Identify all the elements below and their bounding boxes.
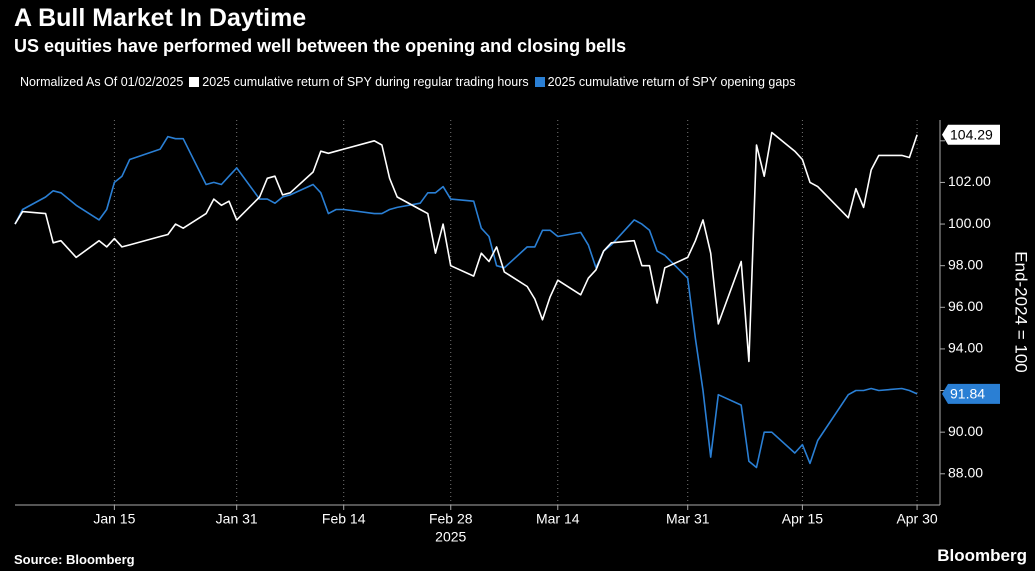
x-tick-label: Jan 31 bbox=[216, 511, 258, 527]
y-tick-label: 100.00 bbox=[948, 215, 991, 231]
series-line bbox=[14, 131, 918, 363]
x-tick-label: Mar 14 bbox=[536, 511, 580, 527]
x-tick-label: Jan 15 bbox=[93, 511, 135, 527]
end-label: 91.84 bbox=[942, 383, 1000, 404]
legend-label: 2025 cumulative return of SPY opening ga… bbox=[547, 75, 796, 89]
legend-entry: 2025 cumulative return of SPY opening ga… bbox=[534, 75, 796, 89]
y-tick-label: 98.00 bbox=[948, 256, 983, 272]
chart-title: A Bull Market In Daytime bbox=[14, 4, 307, 32]
legend-entry: 2025 cumulative return of SPY during reg… bbox=[189, 75, 529, 89]
y-axis-label: End-2024 = 100 bbox=[1012, 251, 1031, 372]
y-tick-label: 90.00 bbox=[948, 423, 983, 439]
source: Source: Bloomberg bbox=[14, 552, 135, 567]
legend-label: 2025 cumulative return of SPY during reg… bbox=[202, 75, 529, 89]
note: Normalized As Of 01/02/2025 bbox=[20, 75, 184, 89]
x-axis-label: 2025 bbox=[435, 529, 466, 545]
end-label: 104.29 bbox=[942, 124, 1000, 145]
end-label-box bbox=[942, 124, 1000, 145]
legend: Normalized As Of 01/02/2025 2025 cumulat… bbox=[20, 75, 796, 89]
x-tick-label: Mar 31 bbox=[666, 511, 710, 527]
brand: Bloomberg bbox=[937, 546, 1027, 565]
series-line bbox=[14, 135, 918, 469]
chart-subtitle: US equities have performed well between … bbox=[14, 36, 627, 56]
x-tick-label: Apr 15 bbox=[782, 511, 823, 527]
legend-swatch bbox=[534, 77, 545, 87]
y-tick-label: 94.00 bbox=[948, 340, 983, 356]
x-tick-label: Feb 28 bbox=[429, 511, 473, 527]
y-tick-label: 96.00 bbox=[948, 298, 983, 314]
x-tick-label: Apr 30 bbox=[896, 511, 937, 527]
x-tick-label: Feb 14 bbox=[322, 511, 366, 527]
legend-swatch bbox=[189, 77, 200, 87]
y-tick-label: 102.00 bbox=[948, 173, 991, 189]
y-tick-label: 88.00 bbox=[948, 464, 983, 480]
end-label-box bbox=[942, 383, 1000, 404]
end-label-text: 104.29 bbox=[950, 126, 993, 142]
end-label-text: 91.84 bbox=[950, 386, 985, 402]
